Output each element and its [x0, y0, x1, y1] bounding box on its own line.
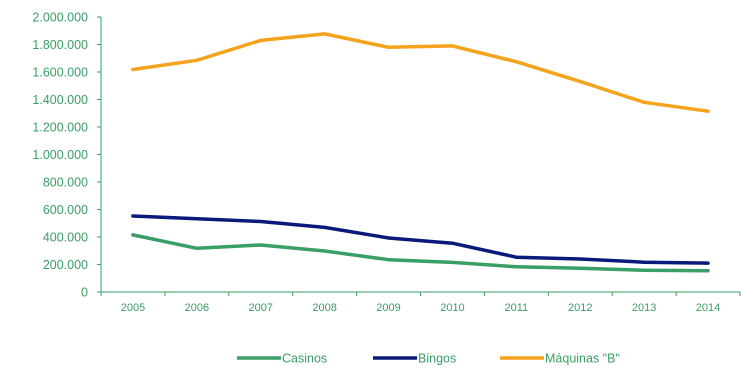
data-point — [642, 260, 646, 264]
data-point — [323, 32, 327, 36]
x-axis: 2005 2006 2007 2008 2009 2010 2011 2012 2013 2014 — [100, 291, 741, 314]
data-point — [131, 214, 135, 218]
data-point — [706, 261, 710, 265]
data-point — [323, 249, 327, 253]
y-tick-label: 1.600.000 — [32, 66, 88, 80]
data-point — [578, 257, 582, 261]
data-point — [387, 45, 391, 49]
y-tick-label: 0 — [81, 286, 88, 300]
data-point — [706, 109, 710, 113]
data-point — [259, 243, 263, 247]
data-point — [642, 100, 646, 104]
y-tick-label: 800.000 — [43, 176, 88, 190]
legend-label: Bingos — [418, 352, 456, 366]
data-point — [195, 217, 199, 221]
series-lines — [131, 32, 710, 273]
data-point — [450, 44, 454, 48]
data-point — [514, 60, 518, 64]
x-tick-label: 2010 — [440, 302, 464, 314]
y-tick-label: 2.000.000 — [32, 11, 88, 25]
x-tick-label: 2014 — [696, 302, 720, 314]
x-tick-label: 2012 — [568, 302, 592, 314]
x-tick-label: 2006 — [185, 302, 209, 314]
x-tick-label: 2005 — [121, 302, 145, 314]
data-point — [450, 260, 454, 264]
x-tick-label: 2008 — [312, 302, 336, 314]
series-line-2 — [131, 214, 710, 265]
y-tick-label: 1.400.000 — [32, 93, 88, 107]
y-tick-label: 1.800.000 — [32, 38, 88, 52]
x-tick-label: 2011 — [505, 302, 529, 314]
data-point — [259, 219, 263, 223]
legend-label: Casinos — [282, 352, 327, 366]
y-tick-label: 1.200.000 — [32, 121, 88, 135]
data-point — [131, 233, 135, 237]
y-axis: 0 200.000 400.000 600.000 800.000 1.000.000 1.… — [32, 11, 102, 300]
y-tick-label: 200.000 — [43, 258, 88, 272]
legend-label: Máquinas "B" — [545, 352, 620, 366]
legend: Casinos Bingos Máquinas "B" — [237, 352, 620, 366]
x-tick-label: 2007 — [249, 302, 273, 314]
data-point — [450, 241, 454, 245]
data-point — [195, 58, 199, 62]
series-line-3 — [131, 32, 710, 113]
data-point — [131, 68, 135, 72]
series-line-1 — [131, 233, 710, 273]
data-point — [514, 255, 518, 259]
y-tick-label: 1.000.000 — [32, 148, 88, 162]
y-tick-label: 400.000 — [43, 231, 88, 245]
data-point — [195, 246, 199, 250]
data-point — [259, 38, 263, 42]
data-point — [578, 80, 582, 84]
data-point — [514, 265, 518, 269]
data-point — [323, 225, 327, 229]
data-point — [578, 266, 582, 270]
y-tick-label: 600.000 — [43, 203, 88, 217]
data-point — [387, 236, 391, 240]
x-tick-label: 2009 — [376, 302, 400, 314]
x-tick-label: 2013 — [632, 302, 656, 314]
data-point — [642, 268, 646, 272]
data-point — [706, 269, 710, 273]
data-point — [387, 258, 391, 262]
